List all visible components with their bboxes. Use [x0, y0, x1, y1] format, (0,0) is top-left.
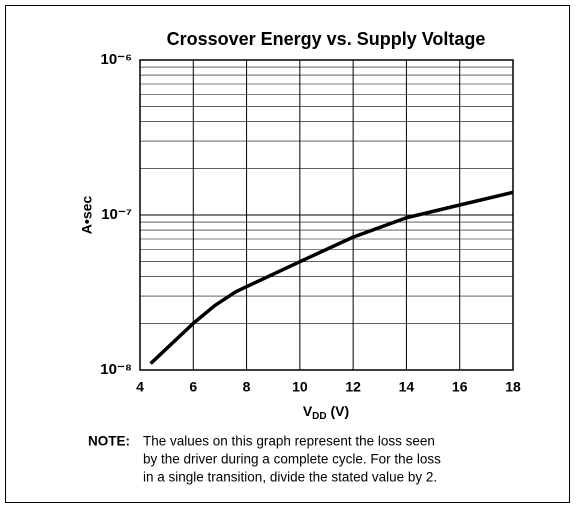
x-tick-label: 8 — [243, 379, 251, 395]
chart-title: Crossover Energy vs. Supply Voltage — [167, 29, 486, 49]
y-axis-label: A•sec — [79, 196, 95, 235]
y-tick-label: 10⁻⁷ — [101, 206, 132, 223]
frame — [5, 5, 570, 503]
x-tick-label: 4 — [136, 379, 144, 395]
note-line: in a single transition, divide the state… — [143, 470, 437, 485]
x-tick-label: 16 — [452, 379, 468, 395]
y-tick-label: 10⁻⁸ — [100, 361, 132, 378]
x-tick-label: 18 — [505, 379, 521, 395]
x-tick-label: 14 — [399, 379, 415, 395]
data-line — [149, 190, 514, 365]
x-tick-label: 10 — [292, 379, 308, 395]
plot-border — [139, 59, 514, 371]
x-tick-label: 12 — [345, 379, 361, 395]
note-line: The values on this graph represent the l… — [143, 434, 435, 449]
note-label: NOTE: — [88, 434, 130, 449]
x-tick-label: 6 — [189, 379, 197, 395]
note: NOTE: The values on this graph represent… — [88, 434, 441, 485]
x-axis-label: VDD (V) — [303, 403, 349, 422]
note-line: by the driver during a complete cycle. F… — [143, 452, 441, 467]
y-tick-label: 10⁻⁶ — [100, 51, 132, 68]
